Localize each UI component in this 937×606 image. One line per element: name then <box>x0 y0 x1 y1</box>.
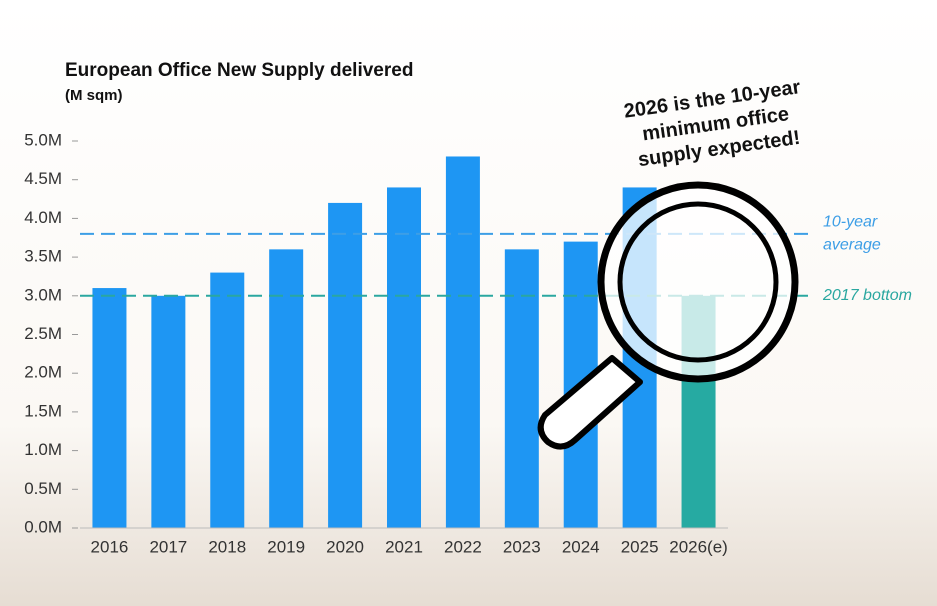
bar <box>269 249 304 529</box>
x-tick-label: 2018 <box>208 537 246 556</box>
chart-title: European Office New Supply delivered <box>65 60 413 81</box>
y-tick-label: 2.5M <box>24 324 62 343</box>
bar <box>328 202 363 529</box>
x-tick-label: 2021 <box>385 537 423 556</box>
bar <box>151 295 186 528</box>
x-tick-label: 2022 <box>444 537 482 556</box>
x-tick-label: 2026(e) <box>669 537 728 556</box>
y-tick-label: 4.5M <box>24 169 62 188</box>
x-tick-label: 2020 <box>326 537 364 556</box>
x-tick-label: 2025 <box>621 537 659 556</box>
reference-label: 2017 bottom <box>822 287 912 304</box>
y-tick-label: 1.5M <box>24 401 62 420</box>
x-tick-label: 2017 <box>149 537 187 556</box>
y-tick-label: 5.0M <box>24 130 62 149</box>
plot-area: 0.0M 0.5M 1.0M 1.5M 2.0M 2.5M 3.0M 3.5M 4.0M 4.5M… <box>24 130 912 556</box>
bar <box>92 288 127 528</box>
y-tick-label: 2.0M <box>24 363 62 382</box>
x-tick-label: 2019 <box>267 537 305 556</box>
reference-label: 10-year <box>823 214 878 231</box>
y-tick-label: 1.0M <box>24 440 62 459</box>
y-tick-label: 0.5M <box>24 479 62 498</box>
y-tick-label: 0.0M <box>24 517 62 536</box>
y-tick-label: 4.0M <box>24 208 62 227</box>
bar <box>210 272 245 528</box>
x-tick-label: 2024 <box>562 537 600 556</box>
y-tick-label: 3.5M <box>24 247 62 266</box>
reference-label: average <box>823 237 881 254</box>
chart-subtitle: (M sqm) <box>65 87 123 104</box>
x-tick-label: 2023 <box>503 537 541 556</box>
y-tick-label: 3.0M <box>24 285 62 304</box>
x-tick-label: 2016 <box>91 537 129 556</box>
bar <box>387 187 421 528</box>
bar <box>445 156 480 529</box>
magnifier-icon <box>537 181 799 450</box>
bar <box>504 249 539 529</box>
